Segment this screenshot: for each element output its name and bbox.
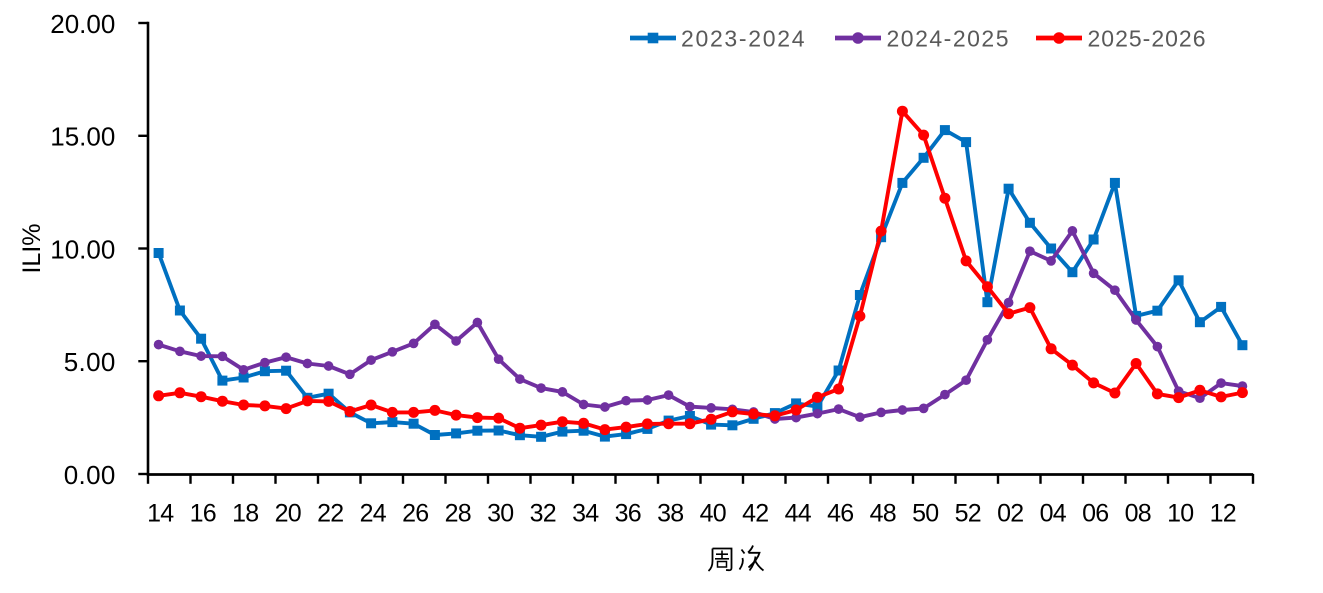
svg-text:22: 22 — [317, 499, 344, 527]
svg-text:30: 30 — [487, 499, 514, 527]
svg-text:28: 28 — [445, 499, 472, 527]
svg-text:14: 14 — [147, 499, 174, 527]
svg-text:24: 24 — [360, 499, 387, 527]
svg-text:0.00: 0.00 — [64, 460, 116, 490]
svg-text:48: 48 — [870, 499, 897, 527]
svg-text:15.00: 15.00 — [50, 122, 115, 152]
svg-text:02: 02 — [997, 499, 1024, 527]
svg-text:42: 42 — [742, 499, 769, 527]
svg-text:34: 34 — [572, 499, 599, 527]
svg-text:2025-2026: 2025-2026 — [1088, 26, 1206, 52]
svg-text:32: 32 — [530, 499, 557, 527]
svg-text:20.00: 20.00 — [50, 9, 115, 39]
svg-text:2024-2025: 2024-2025 — [887, 26, 1009, 52]
svg-text:20: 20 — [275, 499, 302, 527]
svg-text:40: 40 — [700, 499, 727, 527]
svg-text:08: 08 — [1125, 499, 1152, 527]
svg-text:2023-2024: 2023-2024 — [681, 26, 805, 52]
svg-text:18: 18 — [232, 499, 259, 527]
svg-text:26: 26 — [402, 499, 429, 527]
svg-text:10.00: 10.00 — [50, 234, 115, 264]
svg-text:36: 36 — [615, 499, 642, 527]
svg-text:04: 04 — [1040, 499, 1067, 527]
svg-text:46: 46 — [827, 499, 854, 527]
svg-text:52: 52 — [955, 499, 982, 527]
svg-text:ILI%: ILI% — [18, 223, 46, 273]
svg-text:44: 44 — [785, 499, 812, 527]
svg-text:10: 10 — [1167, 499, 1194, 527]
svg-text:12: 12 — [1210, 499, 1237, 527]
svg-text:50: 50 — [912, 499, 939, 527]
svg-text:06: 06 — [1082, 499, 1109, 527]
svg-text:38: 38 — [657, 499, 684, 527]
svg-text:5.00: 5.00 — [64, 347, 116, 377]
svg-text:16: 16 — [190, 499, 217, 527]
